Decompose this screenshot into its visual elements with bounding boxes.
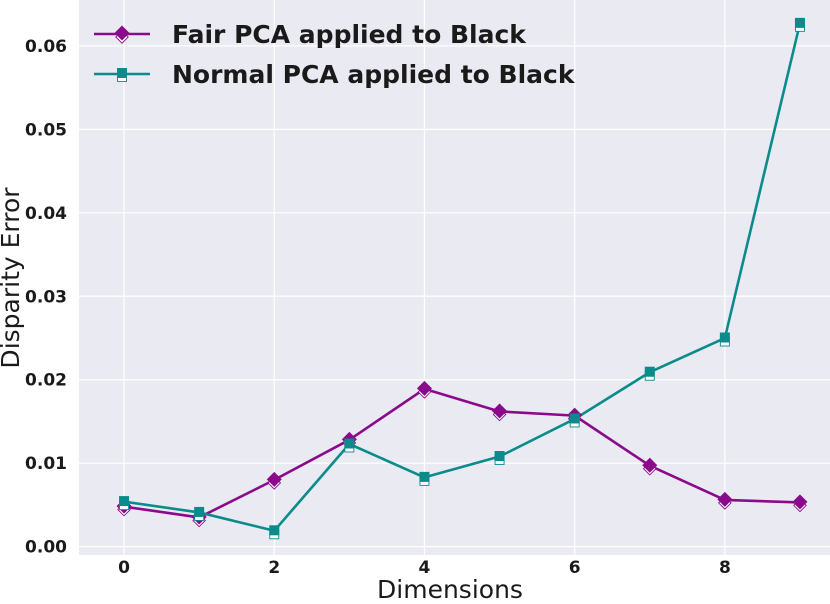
y-tick-labels: 0.00 0.01 0.02 0.03 0.04 0.05 0.06 (25, 37, 67, 558)
data-point (266, 471, 282, 487)
legend-label: Fair PCA applied to Black (172, 20, 527, 49)
data-point (569, 413, 580, 424)
plot-area (79, 0, 830, 555)
y-tick-label: 0.02 (25, 371, 67, 391)
data-point (416, 380, 432, 396)
data-point (494, 451, 505, 462)
y-tick-label: 0.04 (25, 204, 67, 224)
data-point (644, 366, 655, 377)
series-line-1 (123, 387, 801, 519)
x-tick-labels: 0 2 4 6 8 (118, 558, 731, 578)
legend-label: Normal PCA applied to Black (172, 60, 576, 89)
data-point (194, 506, 205, 517)
data-point (269, 525, 280, 536)
legend-marker (117, 68, 127, 78)
series-line-2 (123, 23, 802, 533)
legend: Fair PCA applied to Black Normal PCA appl… (94, 20, 576, 89)
y-tick-label: 0.03 (25, 287, 67, 307)
data-point (492, 403, 508, 419)
y-tick-label: 0.06 (25, 37, 67, 57)
data-point (717, 491, 733, 507)
x-tick-label: 4 (419, 558, 431, 578)
y-tick-label: 0.00 (25, 538, 67, 558)
y-tick-label: 0.01 (25, 454, 67, 474)
data-point (642, 457, 658, 473)
series-lines (123, 23, 802, 533)
data-point (792, 494, 808, 510)
data-point (119, 496, 130, 507)
grid (79, 0, 830, 555)
x-tick-label: 8 (719, 558, 731, 578)
data-point (344, 438, 355, 449)
x-axis-title: Dimensions (377, 575, 523, 604)
x-tick-label: 0 (118, 558, 130, 578)
y-axis-title: Disparity Error (0, 187, 25, 369)
x-tick-label: 2 (268, 558, 280, 578)
data-point (419, 471, 430, 482)
data-point (794, 17, 805, 28)
data-point (719, 332, 730, 343)
series-markers (116, 17, 808, 540)
legend-marker (114, 25, 130, 41)
y-tick-label: 0.05 (25, 120, 67, 140)
x-tick-label: 6 (569, 558, 581, 578)
